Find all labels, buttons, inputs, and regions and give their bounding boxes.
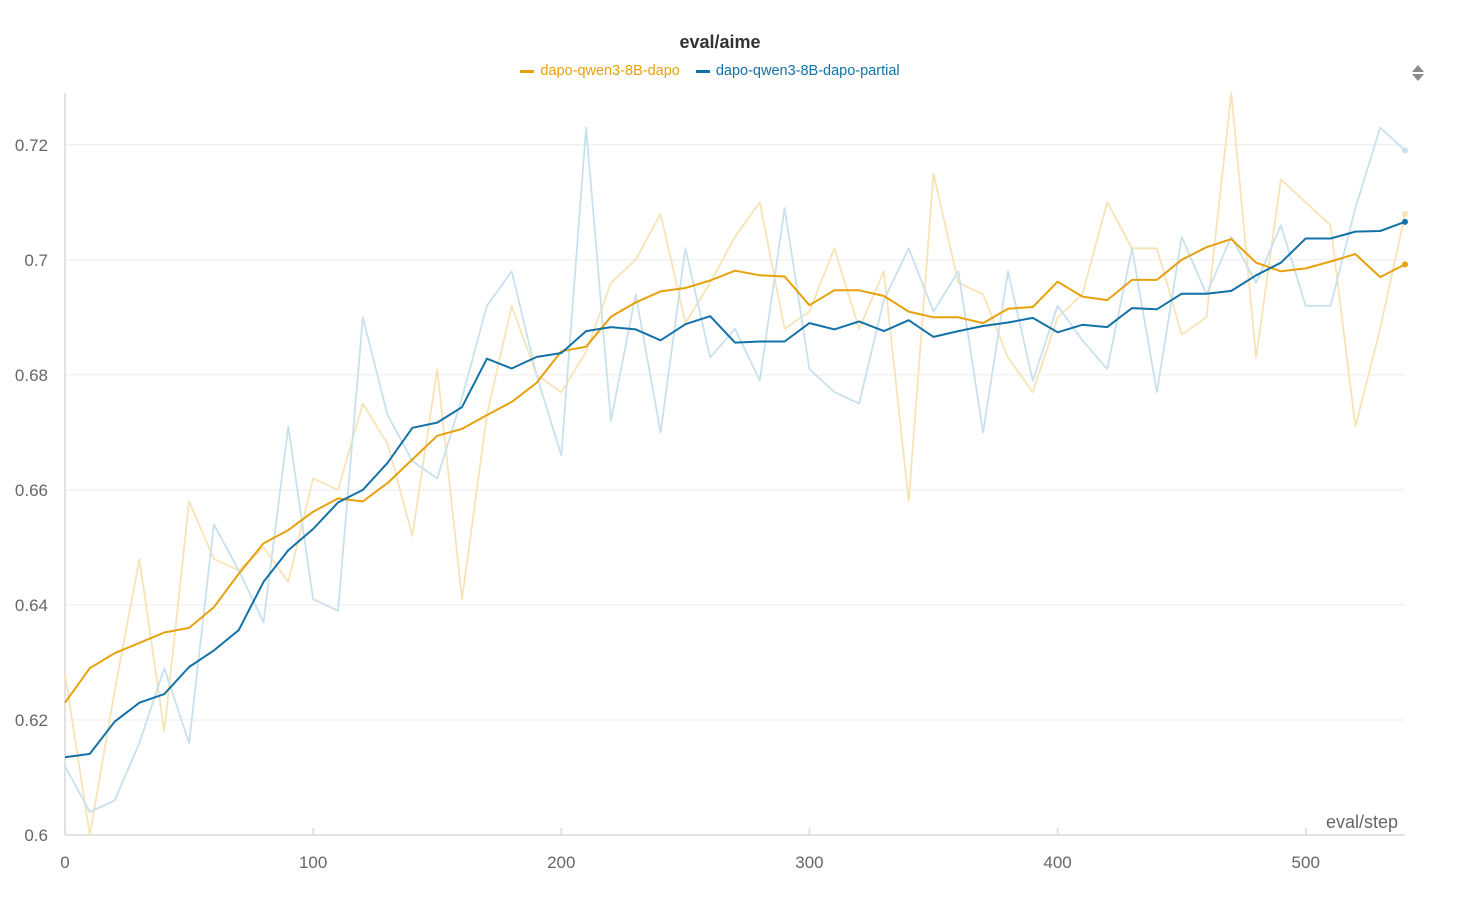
series-raw-line-0 — [64, 92, 1406, 836]
y-tick-label: 0.64 — [15, 596, 48, 615]
x-tick-label: 0 — [60, 853, 69, 872]
sort-updown-icon[interactable] — [1411, 64, 1425, 82]
chart-title: eval/aime — [679, 32, 761, 52]
y-tick-label: 0.72 — [15, 136, 48, 155]
legend-swatch-dapo-partial — [695, 69, 710, 73]
series-end-point-0 — [1402, 261, 1408, 268]
legend-label-dapo-partial: dapo-qwen3-8B-dapo-partial — [715, 63, 900, 79]
series-smoothed-line-0 — [64, 238, 1406, 704]
y-tick-label: 0.66 — [15, 481, 48, 500]
x-tick-label: 100 — [299, 853, 327, 872]
x-axis-label: eval/step — [1326, 812, 1398, 832]
x-tick-label: 300 — [795, 853, 823, 872]
series-end-point-1 — [1402, 218, 1408, 225]
y-tick-label: 0.68 — [15, 366, 48, 385]
legend-item-dapo[interactable]: dapo-qwen3-8B-dapo — [520, 63, 680, 79]
series-raw-end-point-1 — [1402, 147, 1408, 154]
series-smoothed-line-1 — [64, 220, 1406, 759]
y-tick-label: 0.62 — [15, 711, 48, 730]
legend-swatch-dapo — [520, 69, 535, 73]
y-tick-label: 0.7 — [24, 251, 48, 270]
series-raw-line-1 — [64, 126, 1406, 813]
legend-label-dapo: dapo-qwen3-8B-dapo — [540, 63, 680, 79]
x-tick-label: 200 — [547, 853, 575, 872]
x-tick-label: 400 — [1043, 853, 1071, 872]
legend-item-dapo-partial[interactable]: dapo-qwen3-8B-dapo-partial — [695, 63, 900, 79]
legend: dapo-qwen3-8B-dapo dapo-qwen3-8B-dapo-pa… — [0, 63, 1420, 79]
y-tick-label: 0.6 — [24, 826, 48, 845]
x-tick-label: 500 — [1292, 853, 1320, 872]
series-raw-end-point-0 — [1402, 210, 1408, 217]
